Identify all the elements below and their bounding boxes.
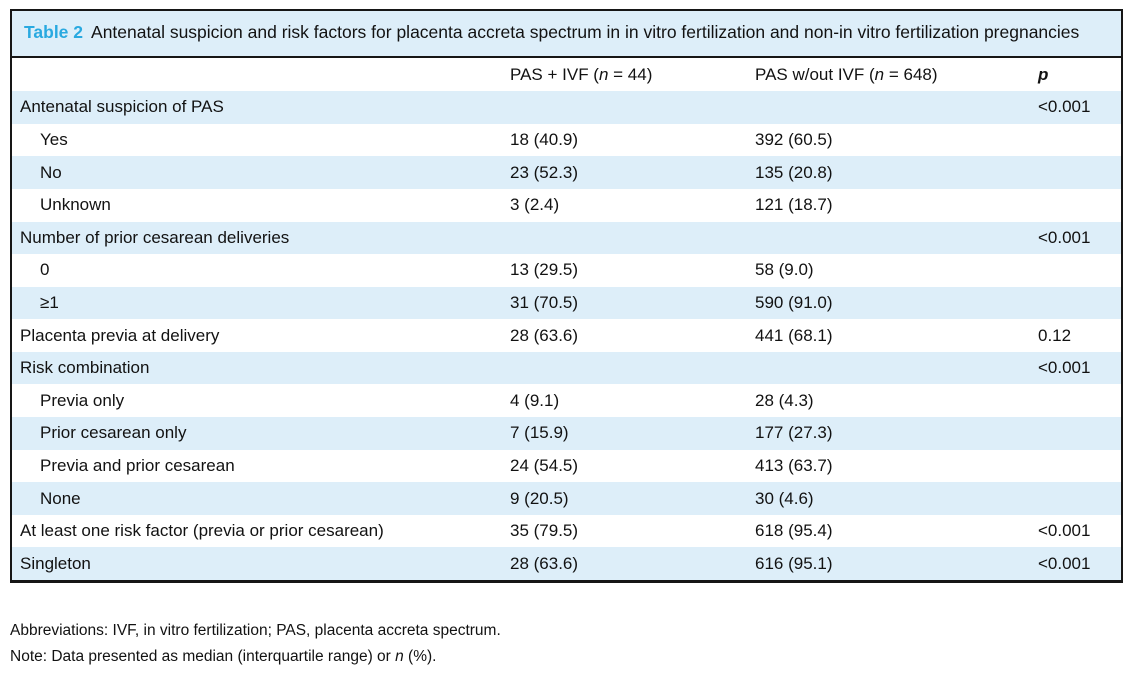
cell-p-value: [1036, 482, 1121, 515]
cell-pas-ivf: 9 (20.5): [508, 482, 753, 515]
cell-p-value: [1036, 286, 1121, 320]
row-label: 0: [40, 260, 50, 280]
cell-pas-no-ivf: [753, 91, 1036, 124]
row-label: Yes: [40, 130, 68, 150]
cell-pas-no-ivf: 30 (4.6): [753, 482, 1036, 515]
cell-p-value: [1036, 124, 1121, 157]
cell-pas-no-ivf: [753, 351, 1036, 385]
header-pas-no-ivf: PAS w/out IVF (n = 648): [753, 58, 1036, 92]
cell-pas-no-ivf: 28 (4.3): [755, 390, 814, 410]
cell-pas-ivf: 31 (70.5): [508, 286, 753, 320]
cell-p-value: <0.001: [1036, 351, 1121, 385]
cell-pas-ivf: 13 (29.5): [510, 260, 579, 280]
cell-pas-ivf: 24 (54.5): [510, 455, 579, 475]
table-row: Previa and prior cesarean 24 (54.5) 413 (6…: [12, 450, 1121, 483]
cell-p-value: [1036, 189, 1121, 222]
row-label: Prior cesarean only: [12, 417, 508, 450]
cell-pas-ivf: 7 (15.9): [508, 417, 753, 450]
cell-pas-ivf: 28 (63.6): [508, 547, 753, 581]
table-row: Number of prior cesarean deliveries <0.00…: [12, 221, 1121, 255]
cell-pas-no-ivf: 121 (18.7): [755, 195, 833, 215]
header-row: PAS + IVF (n = 44) PAS w/out IVF (n = 64…: [12, 58, 1121, 92]
header-pas-ivf: PAS + IVF (n = 44): [508, 58, 753, 92]
row-label: Number of prior cesarean deliveries: [12, 221, 508, 255]
table-row: None 9 (20.5) 30 (4.6): [12, 482, 1121, 515]
table-row: Risk combination <0.001: [12, 351, 1121, 385]
table-row: 0 13 (29.5) 58 (9.0): [12, 254, 1121, 287]
table-row: Antenatal suspicion of PAS <0.001: [12, 91, 1121, 124]
cell-pas-ivf: 35 (79.5): [510, 521, 579, 541]
table2-container: Table 2 Antenatal suspicion and risk fact…: [10, 9, 1123, 584]
cell-pas-no-ivf: 590 (91.0): [753, 286, 1036, 320]
table-row: No 23 (52.3) 135 (20.8): [12, 156, 1121, 189]
table2: PAS + IVF (n = 44) PAS w/out IVF (n = 64…: [12, 58, 1121, 581]
cell-pas-ivf: [508, 91, 753, 124]
row-label: Antenatal suspicion of PAS: [12, 91, 508, 124]
row-label: Singleton: [12, 547, 508, 581]
row-label: ≥1: [12, 286, 508, 320]
cell-p-value: <0.001: [1038, 521, 1091, 541]
row-label: At least one risk factor (previa or prio…: [20, 521, 384, 541]
footnotes: Abbreviations: IVF, in vitro fertilizati…: [10, 618, 501, 669]
cell-p-value: 0.12: [1038, 325, 1072, 345]
table-row: Yes 18 (40.9) 392 (60.5): [12, 124, 1121, 157]
row-label: Previa only: [40, 390, 125, 410]
row-label: Unknown: [40, 195, 111, 215]
footnote-abbreviations: Abbreviations: IVF, in vitro fertilizati…: [10, 622, 501, 639]
cell-pas-no-ivf: 441 (68.1): [755, 325, 833, 345]
cell-p-value: [1036, 156, 1121, 189]
cell-p-value: [1036, 417, 1121, 450]
cell-pas-ivf: 3 (2.4): [510, 195, 560, 215]
cell-p-value: <0.001: [1036, 221, 1121, 255]
table-number-label: Table 2: [24, 22, 84, 42]
cell-p-value: [1036, 254, 1121, 287]
footnote-note: Note: Data presented as median (interqua…: [10, 647, 437, 665]
cell-pas-ivf: [508, 221, 753, 255]
table2-caption: Table 2 Antenatal suspicion and risk fact…: [12, 11, 1121, 59]
header-rowlabel: [12, 58, 508, 92]
table-row: Previa only 4 (9.1) 28 (4.3): [12, 384, 1121, 417]
table-row: Prior cesarean only 7 (15.9) 177 (27.3): [12, 417, 1121, 450]
table-row: At least one risk factor (previa or prio…: [12, 515, 1121, 548]
cell-pas-no-ivf: 58 (9.0): [755, 260, 814, 280]
table-body: Antenatal suspicion of PAS <0.001 Yes 18 (4…: [12, 91, 1121, 581]
cell-pas-ivf: 4 (9.1): [510, 390, 560, 410]
table-row: ≥1 31 (70.5) 590 (91.0): [12, 286, 1121, 320]
table-row: Placenta previa at delivery 28 (63.6) 441 …: [12, 319, 1121, 352]
row-label: None: [12, 482, 508, 515]
cell-pas-ivf: [508, 351, 753, 385]
row-label: Previa and prior cesarean: [40, 455, 235, 475]
cell-pas-no-ivf: 618 (95.4): [755, 521, 833, 541]
table-caption-text: Antenatal suspicion and risk factors for…: [91, 22, 1080, 42]
cell-pas-no-ivf: 413 (63.7): [755, 455, 833, 475]
cell-pas-no-ivf: 135 (20.8): [753, 156, 1036, 189]
cell-pas-ivf: 28 (63.6): [510, 325, 579, 345]
cell-p-value: [1036, 384, 1121, 417]
row-label: Risk combination: [12, 351, 508, 385]
header-p-value: p: [1036, 58, 1121, 92]
cell-p-value: <0.001: [1036, 547, 1121, 581]
cell-pas-ivf: 18 (40.9): [510, 130, 579, 150]
cell-p-value: [1036, 450, 1121, 483]
table-row: Unknown 3 (2.4) 121 (18.7): [12, 189, 1121, 222]
row-label: No: [12, 156, 508, 189]
cell-pas-no-ivf: [753, 221, 1036, 255]
row-label: Placenta previa at delivery: [20, 325, 220, 345]
cell-p-value: <0.001: [1036, 91, 1121, 124]
table-row: Singleton 28 (63.6) 616 (95.1) <0.001: [12, 547, 1121, 581]
cell-pas-no-ivf: 616 (95.1): [753, 547, 1036, 581]
cell-pas-ivf: 23 (52.3): [508, 156, 753, 189]
cell-pas-no-ivf: 177 (27.3): [753, 417, 1036, 450]
cell-pas-no-ivf: 392 (60.5): [755, 130, 833, 150]
